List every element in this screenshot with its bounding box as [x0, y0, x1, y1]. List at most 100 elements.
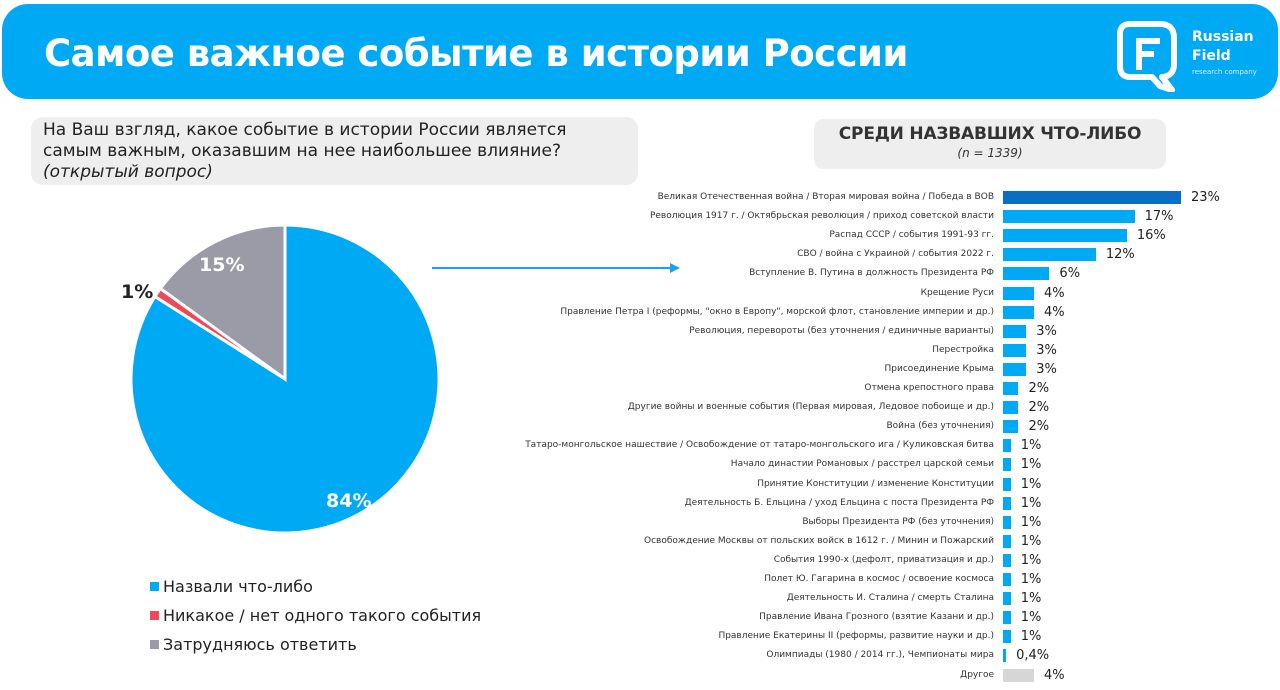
bar-fill	[1003, 401, 1019, 415]
bar-row: Присоединение Крыма 3%	[0, 361, 1280, 380]
bar-label: Другие войны и военные события (Первая м…	[627, 402, 994, 413]
bar-row: СВО / война с Украиной / события 2022 г.…	[0, 246, 1280, 265]
bar-row: Принятие Конституции / изменение Констит…	[0, 476, 1280, 495]
bar-row: Революция 1917 г. / Октябрьская революци…	[0, 208, 1280, 227]
bar-value: 1%	[1020, 610, 1042, 626]
bar-label: Вступление В. Путина в должность Президе…	[749, 268, 994, 279]
bar-label: Правление Петра I (реформы, "окно в Евро…	[560, 306, 994, 317]
bar-row: Война (без уточнения) 2%	[0, 418, 1280, 437]
bar-value: 1%	[1020, 457, 1042, 473]
bar-value: 1%	[1020, 514, 1042, 530]
bar-value: 1%	[1020, 533, 1042, 549]
bar-row: Революция, перевороты (без уточнения / е…	[0, 323, 1280, 342]
legend-swatch-red	[150, 611, 159, 620]
bar-value: 1%	[1020, 552, 1042, 568]
pie-slice-undecided	[158, 224, 287, 382]
bar-value: 1%	[1020, 438, 1042, 454]
legend-item-none: Никакое / нет одного такого события	[150, 601, 481, 630]
header-banner: Самое важное событие в истории России Ru…	[2, 4, 1278, 99]
bar-row: Распад СССР / события 1991-93 гг. 16%	[0, 227, 1280, 246]
bar-fill	[1003, 267, 1050, 281]
question-note: (открытый вопрос)	[43, 162, 213, 182]
bar-fill	[1003, 649, 1007, 663]
bar-row: Деятельность И. Сталина / смерть Сталина…	[0, 590, 1280, 609]
bar-row: Олимпиады (1980 / 2014 гг.), Чемпионаты …	[0, 647, 1280, 666]
bar-fill	[1003, 515, 1011, 529]
bar-fill	[1003, 420, 1019, 434]
page-title: Самое важное событие в истории России	[44, 32, 908, 75]
bar-value: 23%	[1191, 190, 1220, 205]
bar-value: 4%	[1043, 667, 1065, 683]
pie-label-none: 1%	[121, 281, 154, 303]
legend-swatch-gray	[150, 640, 159, 649]
bar-fill	[1003, 286, 1034, 300]
bar-fill	[1003, 534, 1011, 548]
bar-fill	[1003, 305, 1034, 319]
logo-text: Russian Field research company	[1192, 28, 1257, 76]
bar-fill	[1003, 592, 1011, 606]
bar-label: События 1990-х (дефолт, приватизация и д…	[773, 554, 994, 565]
bar-fill	[1003, 553, 1011, 567]
bar-fill	[1003, 630, 1011, 644]
bar-fill	[1003, 362, 1027, 376]
bar-row: Перестройка 3%	[0, 342, 1280, 361]
bar-row: Полет Ю. Гагарина в космос / освоение ко…	[0, 571, 1280, 590]
bar-value: 2%	[1028, 400, 1050, 416]
bar-label: Полет Ю. Гагарина в космос / освоение ко…	[764, 574, 994, 584]
arrow-right-icon	[432, 263, 680, 273]
question-text: На Ваш взгляд, какое событие в истории Р…	[43, 120, 567, 161]
bar-fill	[1003, 477, 1011, 491]
bar-value: 1%	[1020, 629, 1042, 645]
bar-fill	[1003, 458, 1011, 472]
bar-row: Великая Отечественная война / Вторая мир…	[0, 189, 1280, 208]
bar-row: Другое 4%	[0, 667, 1280, 686]
bar-value: 3%	[1036, 361, 1057, 377]
bar-value: 2%	[1028, 381, 1050, 396]
bar-fill	[1003, 210, 1135, 224]
bar-label: Освобождение Москвы от польских войск в …	[644, 535, 994, 546]
bar-label: Деятельность И. Сталина / смерть Сталина	[786, 593, 994, 604]
bar-label: Революция, перевороты (без уточнения / е…	[689, 325, 994, 336]
bar-row: Деятельность Б. Ельцина / уход Ельцина с…	[0, 495, 1280, 514]
bar-row: Выборы Президента РФ (без уточнения) 1%	[0, 514, 1280, 533]
subset-sample-size: (n = 1339)	[957, 146, 1023, 160]
bar-value: 6%	[1059, 266, 1081, 282]
bar-value: 1%	[1020, 572, 1042, 587]
bar-fill	[1003, 573, 1011, 586]
bar-fill	[1003, 343, 1027, 357]
bar-label: Начало династии Романовых / расстрел цар…	[730, 459, 994, 470]
logo-line-1: Russian	[1192, 29, 1254, 45]
bar-value: 1%	[1020, 591, 1042, 607]
bar-value: 17%	[1144, 209, 1174, 225]
legend-item-named: Назвали что-либо	[150, 572, 481, 601]
bar-label: Великая Отечественная война / Вторая мир…	[657, 192, 994, 202]
bar-row: Отмена крепостного права 2%	[0, 380, 1280, 399]
bar-fill	[1003, 324, 1027, 338]
bar-label: Правление Ивана Грозного (взятие Казани …	[759, 612, 994, 623]
bar-fill	[1003, 496, 1011, 510]
pie-legend: Назвали что-либо Никакое / нет одного та…	[150, 572, 481, 659]
bar-value: 3%	[1036, 323, 1057, 339]
bar-row: Другие войны и военные события (Первая м…	[0, 399, 1280, 418]
bar-label: Выборы Президента РФ (без уточнения)	[802, 516, 994, 527]
bar-value: 16%	[1136, 228, 1166, 244]
bar-label: СВО / война с Украиной / события 2022 г.	[797, 249, 994, 260]
pie-chart	[130, 224, 440, 534]
bar-fill	[1003, 229, 1127, 243]
legend-label: Никакое / нет одного такого события	[163, 606, 482, 625]
bar-row: События 1990-х (дефолт, приватизация и д…	[0, 552, 1280, 571]
logo-line-2: Field	[1192, 48, 1231, 64]
bar-value: 1%	[1020, 495, 1042, 511]
pie-label-named: 84%	[326, 490, 372, 512]
bar-value: 2%	[1028, 419, 1050, 435]
bar-label: Олимпиады (1980 / 2014 гг.), Чемпионаты …	[766, 650, 994, 661]
bar-label: Правление Екатерины II (реформы, развити…	[718, 631, 994, 642]
legend-item-undecided: Затрудняюсь ответить	[150, 630, 481, 659]
bar-fill	[1003, 248, 1096, 262]
legend-label: Затрудняюсь ответить	[163, 635, 357, 654]
bar-label: Война (без уточнения)	[886, 421, 994, 432]
bar-value: 12%	[1105, 247, 1135, 263]
bar-label: Крещение Руси	[920, 287, 994, 298]
bar-fill	[1003, 611, 1011, 625]
bar-label: Татаро-монгольское нашествие / Освобожде…	[525, 440, 994, 451]
